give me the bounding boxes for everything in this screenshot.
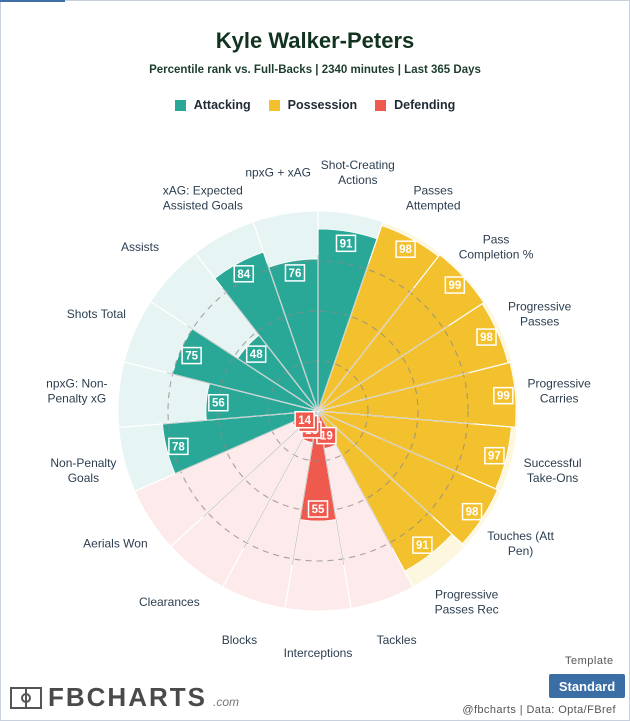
- top-accent-line: [0, 0, 65, 2]
- legend-item-defending: Defending: [375, 98, 455, 112]
- category-label-assists: Assists: [121, 240, 159, 254]
- logo-suffix: .com: [213, 695, 240, 709]
- value-box-npxg-xag: [284, 264, 306, 282]
- legend-label-attacking: Attacking: [193, 98, 251, 112]
- category-label-progressive-carries: Progressive Carries: [527, 377, 591, 406]
- category-label-successful-take-ons: Successful Take-Ons: [524, 456, 582, 485]
- inner-spoke-16: [166, 372, 319, 412]
- value-box-pass-completion: [444, 276, 466, 294]
- value-label-shot-creating-actions: 91: [340, 238, 353, 250]
- value-label-tackles: 19: [320, 431, 333, 443]
- value-label-interceptions: 55: [312, 504, 325, 516]
- value-box-touches-att-pen: [461, 502, 483, 521]
- category-label-aerials-won: Aerials Won: [83, 536, 147, 550]
- value-box-aerials-won: [294, 411, 315, 429]
- inner-spoke-14: [175, 410, 319, 474]
- value-box-assists: [245, 345, 267, 363]
- category-label-npxg-non-penalty-xg: npxG: Non-Penalty xG: [46, 377, 107, 406]
- value-box-progressive-carries: [493, 386, 514, 405]
- data-credits: @fbcharts | Data: Opta/FBref: [462, 704, 616, 716]
- inner-spoke-15: [162, 410, 319, 425]
- inner-spoke-2: [317, 263, 369, 412]
- value-label-pass-completion: 99: [448, 280, 461, 292]
- value-box-interceptions: [307, 500, 329, 518]
- value-label-passes-attempted: 98: [399, 244, 412, 256]
- category-label-progressive-passes: Progressive Passes: [508, 299, 572, 328]
- logo-text: FBCHARTS: [48, 682, 207, 712]
- template-standard-button[interactable]: Standard: [549, 674, 625, 698]
- legend-swatch-possession: [268, 99, 280, 111]
- category-label-tackles: Tackles: [377, 633, 417, 647]
- category-label-touches-att-pen: Touches (Att Pen): [487, 529, 554, 558]
- value-label-progressive-passes-rec: 91: [416, 540, 429, 552]
- fbcharts-logo: FBCHARTS .com: [10, 682, 240, 712]
- inner-spoke-6: [317, 410, 474, 425]
- legend-swatch-defending: [375, 99, 387, 111]
- inner-spoke-8: [317, 410, 433, 517]
- legend-label-defending: Defending: [394, 98, 456, 112]
- category-label-blocks: Blocks: [222, 633, 257, 647]
- category-label-clearances: Clearances: [139, 595, 200, 609]
- category-label-npxg-xag: npxG + xAG: [245, 165, 311, 179]
- legend-item-attacking: Attacking: [174, 98, 251, 112]
- template-label: Template: [565, 655, 614, 667]
- value-box-progressive-passes-rec: [412, 536, 433, 554]
- category-label-pass-completion: Pass Completion %: [459, 233, 534, 262]
- category-label-non-penalty-goals: Non-Penalty Goals: [50, 456, 116, 485]
- value-label-successful-take-ons: 97: [488, 451, 501, 463]
- inner-spoke-17: [187, 325, 319, 412]
- chart-title: Kyle Walker-Peters: [215, 28, 415, 53]
- category-label-xag-expected-assisted-goals: xAG: Expected Assisted Goals: [163, 184, 243, 213]
- value-label-non-penalty-goals: 78: [172, 441, 185, 453]
- category-label-passes-attempted: Passes Attempted: [406, 184, 461, 213]
- value-box-xag-expected-assisted-goals: [233, 265, 254, 283]
- chart-subtitle: Percentile rank vs. Full-Backs | 2340 mi…: [149, 64, 481, 76]
- value-box-passes-attempted: [395, 240, 416, 258]
- inner-spoke-7: [317, 410, 461, 474]
- legend-label-possession: Possession: [287, 98, 358, 112]
- value-label-shots-total: 75: [185, 351, 198, 363]
- legend: Attacking Possession Defending: [0, 98, 630, 112]
- value-label-aerials-won: 14: [298, 415, 311, 427]
- value-box-progressive-passes: [476, 328, 497, 346]
- category-label-interceptions: Interceptions: [284, 646, 353, 660]
- legend-swatch-attacking: [174, 99, 186, 111]
- value-label-touches-att-pen: 98: [466, 507, 479, 519]
- value-label-assists: 48: [250, 349, 263, 361]
- inner-spoke-5: [317, 372, 470, 412]
- value-box-non-penalty-goals: [168, 437, 189, 456]
- pitch-icon: [10, 687, 42, 709]
- legend-item-possession: Possession: [268, 98, 358, 112]
- category-label-progressive-passes-rec: Progressive Passes Rec: [435, 587, 499, 616]
- value-label-npxg-xag: 76: [289, 268, 302, 280]
- value-box-shot-creating-actions: [335, 234, 357, 253]
- inner-spoke-3: [317, 287, 415, 412]
- value-box-successful-take-ons: [484, 446, 505, 465]
- value-label-npxg-non-penalty-xg: 56: [212, 398, 225, 410]
- inner-spoke-4: [317, 325, 449, 412]
- value-box-shots-total: [181, 346, 202, 365]
- value-box-npxg-non-penalty-xg: [208, 393, 229, 412]
- category-label-shots-total: Shots Total: [67, 307, 126, 321]
- value-label-progressive-carries: 99: [497, 391, 510, 403]
- inner-spoke-19: [267, 263, 319, 412]
- value-label-xag-expected-assisted-goals: 84: [237, 269, 250, 281]
- value-label-progressive-passes: 98: [480, 332, 493, 344]
- category-label-shot-creating-actions: Shot-Creating Actions: [321, 158, 395, 187]
- inner-spoke-18: [221, 287, 319, 412]
